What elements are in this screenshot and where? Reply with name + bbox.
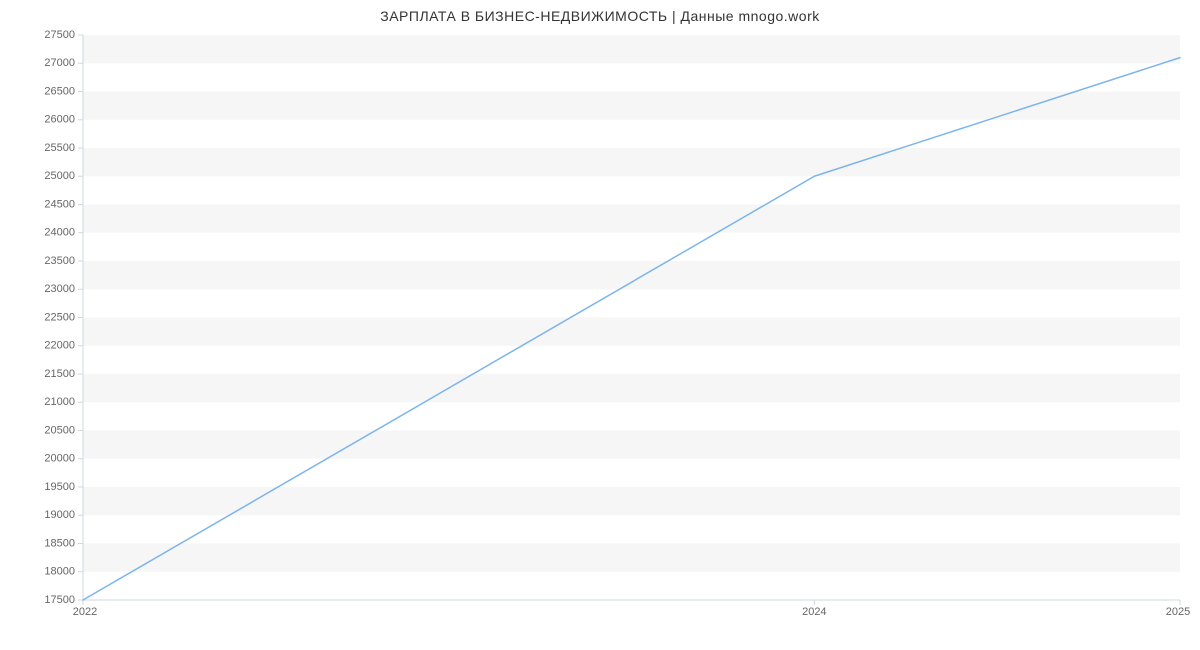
svg-text:24500: 24500 [44,198,75,210]
svg-text:21000: 21000 [44,396,75,408]
svg-text:22000: 22000 [44,340,75,352]
svg-text:21500: 21500 [44,368,75,380]
svg-text:27000: 27000 [44,57,75,69]
svg-text:20000: 20000 [44,453,75,465]
svg-text:26000: 26000 [44,114,75,126]
svg-text:18000: 18000 [44,566,75,578]
svg-text:23500: 23500 [44,255,75,267]
svg-text:2024: 2024 [802,606,826,618]
svg-text:18500: 18500 [44,537,75,549]
svg-text:2025: 2025 [1166,606,1190,618]
salary-chart-container: ЗАРПЛАТА В БИЗНЕС-НЕДВИЖИМОСТЬ | Данные … [0,0,1200,650]
svg-text:22500: 22500 [44,311,75,323]
svg-text:25000: 25000 [44,170,75,182]
svg-text:27500: 27500 [44,29,75,41]
svg-text:26500: 26500 [44,85,75,97]
svg-text:19500: 19500 [44,481,75,493]
svg-text:19000: 19000 [44,509,75,521]
svg-text:24000: 24000 [44,227,75,239]
svg-text:20500: 20500 [44,424,75,436]
svg-text:2022: 2022 [73,606,97,618]
svg-text:17500: 17500 [44,594,75,606]
svg-text:25500: 25500 [44,142,75,154]
svg-text:23000: 23000 [44,283,75,295]
salary-line-chart: 17500 18000 18500 19000 19500 20000 20500 21000… [0,0,1200,650]
